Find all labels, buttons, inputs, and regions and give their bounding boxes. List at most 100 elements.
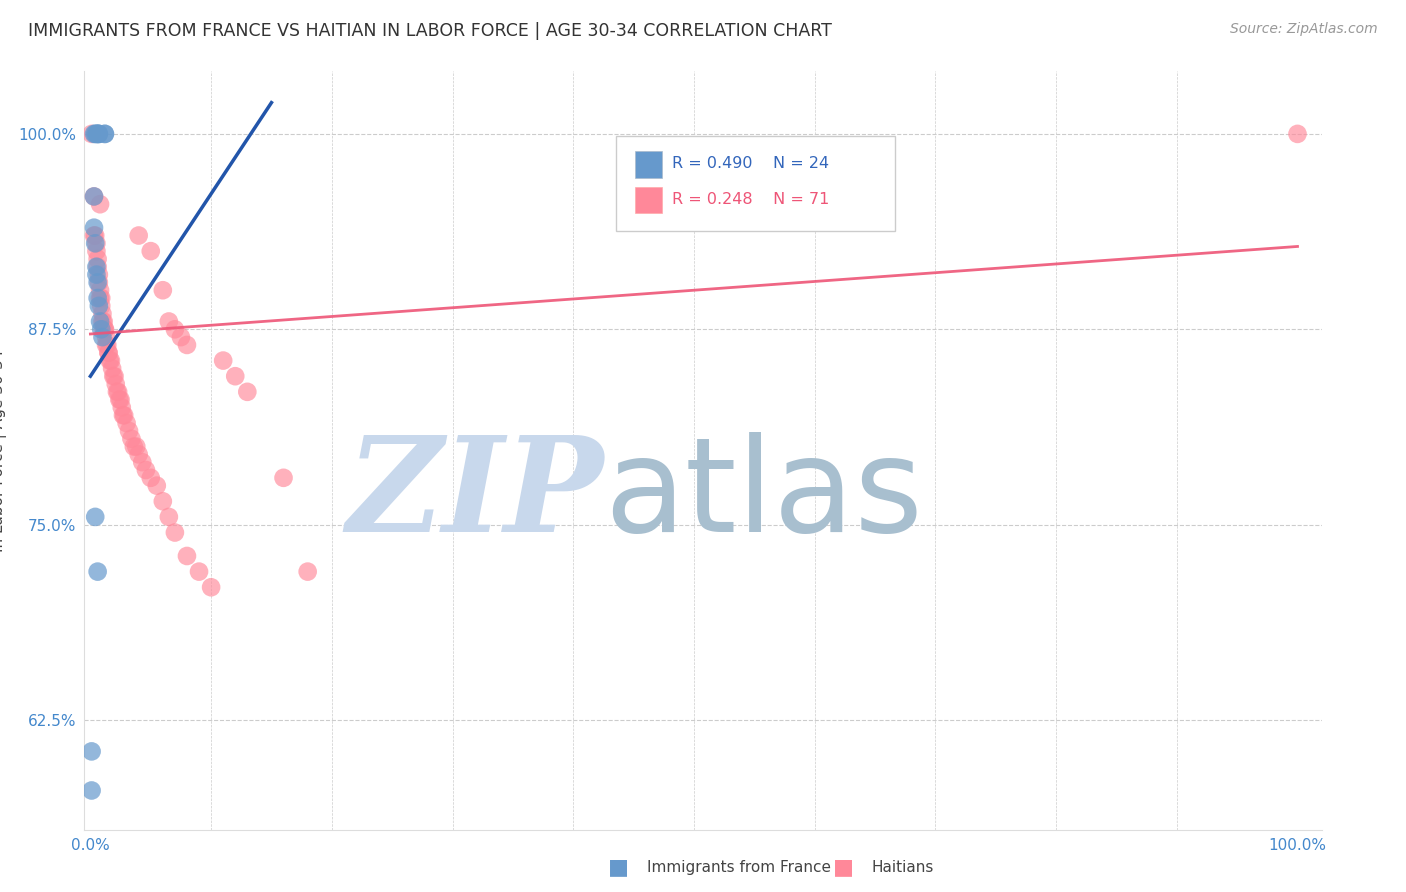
Text: ■: ■ — [609, 857, 628, 877]
Point — [90, 291, 112, 305]
Point — [83, 189, 105, 203]
Bar — [636, 151, 662, 178]
Point — [90, 299, 112, 313]
Point — [111, 401, 134, 415]
Point — [93, 322, 115, 336]
Point — [80, 783, 103, 797]
Point — [212, 353, 235, 368]
Text: ZIP: ZIP — [347, 432, 605, 560]
Point — [94, 338, 117, 352]
Point — [96, 338, 118, 352]
Point — [87, 127, 110, 141]
Point — [84, 127, 107, 141]
Text: Immigrants from France: Immigrants from France — [647, 860, 831, 874]
Point — [152, 283, 174, 297]
Point — [297, 565, 319, 579]
Point — [101, 361, 124, 376]
Point — [176, 549, 198, 563]
Point — [89, 283, 111, 297]
Point — [80, 744, 103, 758]
Point — [86, 565, 108, 579]
Point — [86, 268, 108, 282]
Point — [128, 447, 150, 461]
Point — [93, 314, 115, 328]
Text: Source: ZipAtlas.com: Source: ZipAtlas.com — [1230, 22, 1378, 37]
Point — [1286, 127, 1309, 141]
Point — [111, 409, 134, 423]
Point — [94, 330, 117, 344]
Point — [236, 384, 259, 399]
Point — [224, 369, 246, 384]
Point — [86, 291, 108, 305]
Point — [104, 377, 127, 392]
Point — [152, 494, 174, 508]
Point — [94, 127, 117, 141]
Point — [103, 369, 125, 384]
Text: Haitians: Haitians — [872, 860, 934, 874]
Point — [91, 314, 114, 328]
Point — [108, 392, 131, 407]
Point — [89, 314, 111, 328]
Point — [273, 471, 295, 485]
Point — [163, 525, 186, 540]
Point — [84, 509, 107, 524]
Point — [86, 244, 108, 259]
Point — [86, 127, 108, 141]
Point — [86, 127, 108, 141]
Point — [87, 268, 110, 282]
Point — [115, 416, 138, 430]
Point — [100, 353, 122, 368]
Point — [90, 322, 112, 336]
Point — [118, 424, 141, 438]
Y-axis label: In Labor Force | Age 30-34: In Labor Force | Age 30-34 — [0, 349, 7, 552]
Point — [139, 244, 162, 259]
Point — [83, 189, 105, 203]
Point — [98, 353, 121, 368]
Point — [135, 463, 157, 477]
Point — [84, 228, 107, 243]
Point — [91, 330, 114, 344]
Point — [139, 471, 162, 485]
FancyBboxPatch shape — [616, 136, 894, 230]
Point — [86, 127, 108, 141]
Text: IMMIGRANTS FROM FRANCE VS HAITIAN IN LABOR FORCE | AGE 30-34 CORRELATION CHART: IMMIGRANTS FROM FRANCE VS HAITIAN IN LAB… — [28, 22, 832, 40]
Point — [105, 384, 128, 399]
Point — [200, 580, 222, 594]
Point — [87, 299, 110, 313]
Point — [84, 236, 107, 251]
Point — [83, 228, 105, 243]
Point — [157, 314, 180, 328]
Point — [86, 260, 108, 274]
Point — [122, 440, 145, 454]
Point — [176, 338, 198, 352]
Point — [89, 197, 111, 211]
Point — [112, 409, 135, 423]
Point — [157, 509, 180, 524]
Point — [163, 322, 186, 336]
Point — [107, 384, 129, 399]
Point — [128, 228, 150, 243]
Point — [86, 276, 108, 290]
Bar — [636, 186, 662, 213]
Point — [94, 322, 117, 336]
Point — [83, 127, 105, 141]
Text: atlas: atlas — [605, 433, 922, 559]
Point — [89, 291, 111, 305]
Text: R = 0.248    N = 71: R = 0.248 N = 71 — [672, 192, 830, 207]
Point — [103, 369, 125, 384]
Point — [94, 127, 117, 141]
Point — [94, 322, 117, 336]
Point — [97, 345, 120, 359]
Point — [87, 276, 110, 290]
Point — [86, 260, 108, 274]
Point — [125, 440, 148, 454]
Point — [86, 236, 108, 251]
Point — [91, 307, 114, 321]
Point — [188, 565, 211, 579]
Point — [80, 127, 103, 141]
Point — [120, 432, 142, 446]
Point — [97, 345, 120, 359]
Point — [83, 220, 105, 235]
Text: R = 0.490    N = 24: R = 0.490 N = 24 — [672, 156, 830, 171]
Text: ■: ■ — [834, 857, 853, 877]
